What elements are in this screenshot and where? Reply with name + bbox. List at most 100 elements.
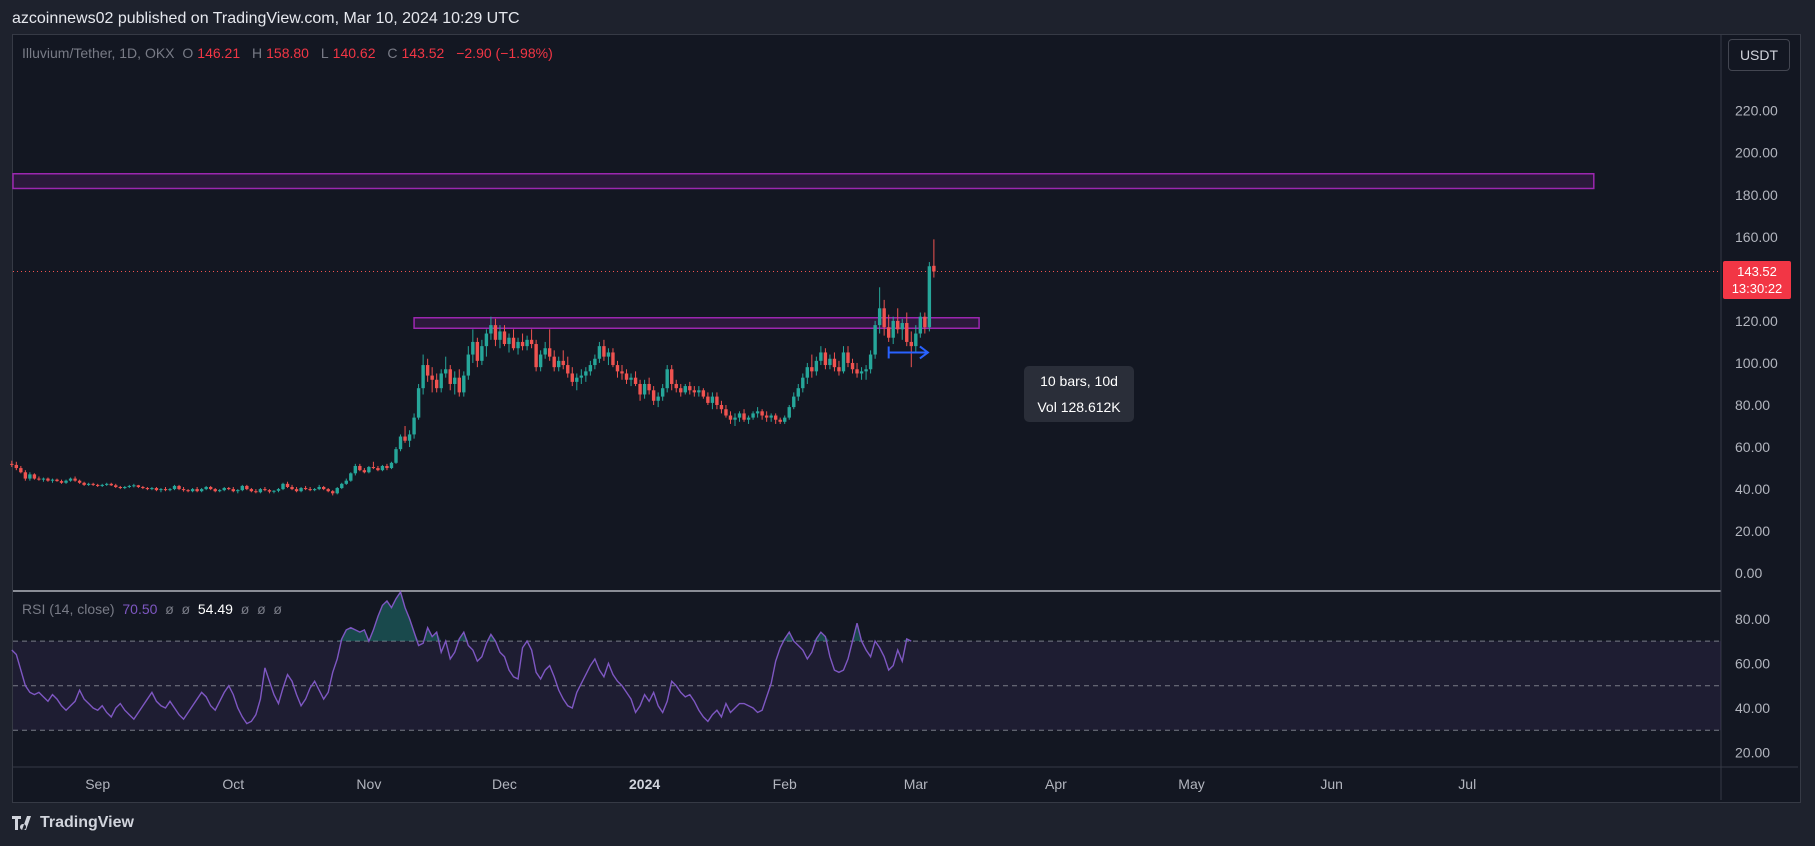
candle-body (145, 488, 150, 490)
candle-body (855, 369, 859, 374)
candle-body (430, 375, 434, 380)
candle-body (389, 462, 394, 469)
candle-body (674, 383, 678, 389)
candle-body (236, 490, 240, 492)
candle-body (557, 360, 561, 368)
rsi-name[interactable]: RSI (14, close) (22, 601, 115, 617)
candle-body (773, 415, 778, 420)
candle-body (100, 484, 104, 486)
candle-body (896, 320, 900, 330)
candle-body (82, 482, 86, 485)
candle-body (86, 483, 91, 485)
candle-body (480, 346, 484, 361)
rsi-na-4: ø (257, 601, 266, 617)
rsi-na-1: ø (165, 601, 174, 617)
candle-body (195, 489, 199, 492)
candle-body (222, 488, 226, 491)
candle-body (914, 333, 918, 347)
candle-body (498, 331, 502, 340)
tradingview-logo[interactable]: TradingView (12, 814, 134, 832)
candle-body (14, 464, 19, 469)
candle-body (317, 486, 321, 490)
candle-body (136, 485, 141, 487)
candle-body (868, 354, 873, 370)
candle-body (534, 344, 538, 368)
low-value: 140.62 (332, 45, 376, 61)
candle-body (886, 327, 891, 338)
candle-body (186, 490, 190, 492)
candle-body (213, 489, 217, 492)
candle-body (123, 486, 127, 489)
candle-body (927, 266, 932, 328)
candle-body (73, 478, 77, 481)
candle-body (715, 396, 719, 405)
candle-body (873, 325, 877, 355)
measure-tooltip: 10 bars, 10d Vol 128.612K (1024, 366, 1134, 422)
candle-body (398, 436, 403, 450)
time-tick-label: Nov (356, 776, 381, 792)
candle-body (32, 474, 37, 479)
symbol-legend: Illuvium/Tether, 1D, OKX O 146.21 H 158.80… (22, 45, 557, 61)
candle-body (105, 483, 109, 485)
candle-body (335, 488, 339, 494)
tradingview-logo-icon (12, 816, 31, 830)
candle-body (303, 488, 308, 490)
candle-body (538, 354, 543, 368)
candle-body (588, 365, 593, 372)
candle-body (755, 411, 760, 414)
candle-body (493, 325, 498, 340)
candle-body (10, 463, 14, 465)
candle-body (629, 377, 633, 380)
candle-body (218, 490, 222, 492)
candle-body (150, 488, 154, 490)
candle-body (484, 333, 489, 347)
candle-body (159, 489, 163, 491)
candle-body (891, 320, 895, 338)
candle-body (466, 354, 471, 376)
candle-body (909, 341, 913, 347)
chart-frame[interactable] (12, 34, 1801, 803)
candle-body (769, 415, 773, 418)
time-tick-label: Dec (492, 776, 517, 792)
candle-body (439, 373, 443, 389)
candle-body (656, 396, 660, 401)
candle-body (190, 489, 195, 492)
price-tick-label: 220.00 (1735, 103, 1778, 119)
time-tick-label: May (1178, 776, 1204, 792)
candle-body (751, 413, 755, 418)
symbol-name[interactable]: Illuvium/Tether, 1D, OKX (22, 45, 175, 61)
candle-body (267, 490, 272, 492)
candle-body (502, 331, 507, 345)
candle-body (231, 489, 235, 492)
open-label: O (182, 45, 194, 61)
candle-body (331, 491, 335, 494)
resistance-zone (413, 317, 980, 330)
rsi-na-5: ø (273, 601, 282, 617)
candle-body (742, 413, 746, 420)
price-tick-label: 200.00 (1735, 145, 1778, 161)
time-tick-label: 2024 (629, 776, 660, 792)
candle-body (864, 369, 868, 372)
price-tick-label: 120.00 (1735, 313, 1778, 329)
candle-body (444, 369, 448, 374)
last-price-value: 143.52 (1737, 264, 1777, 279)
candle-body (23, 472, 28, 479)
rsi-value: 70.50 (122, 601, 158, 617)
candle-body (425, 365, 430, 376)
candle-body (697, 390, 701, 393)
candle-body (823, 352, 828, 366)
candle-body (597, 346, 602, 359)
low-label: L (320, 45, 329, 61)
close-value: 143.52 (401, 45, 445, 61)
candle-body (249, 489, 254, 492)
candle-body (760, 411, 764, 416)
currency-button[interactable]: USDT (1728, 39, 1790, 71)
candle-body (312, 489, 317, 491)
candle-body (285, 483, 290, 487)
candle-body (814, 360, 819, 372)
price-tick-label: 180.00 (1735, 187, 1778, 203)
candle-body (724, 409, 728, 416)
candle-body (692, 390, 697, 393)
candle-body (294, 489, 299, 492)
